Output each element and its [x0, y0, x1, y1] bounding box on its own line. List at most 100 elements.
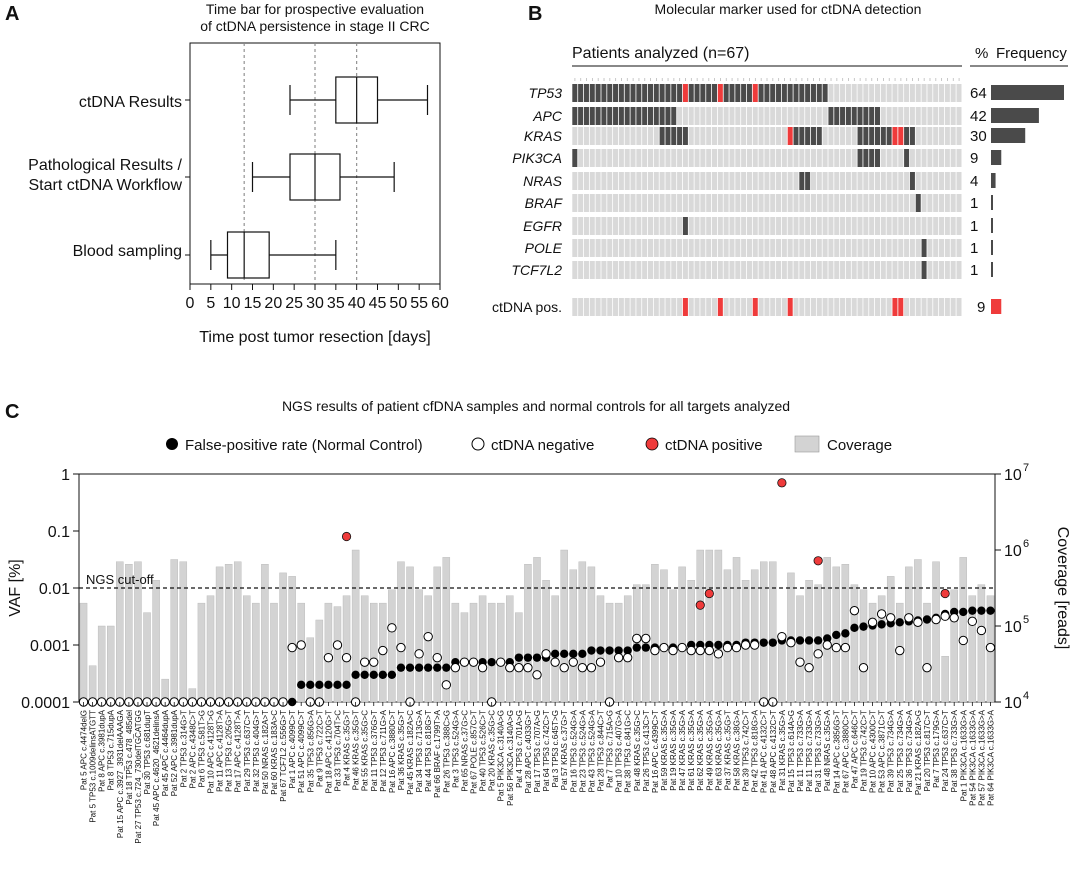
right-tick-exponent: 6	[1023, 538, 1029, 550]
cell-kras	[845, 127, 851, 145]
cell-braf	[572, 194, 578, 212]
cell-braf	[618, 194, 624, 212]
false-positive-point	[968, 606, 977, 615]
cell-apc	[583, 107, 589, 125]
cell-kras	[927, 127, 933, 145]
cell-braf	[921, 194, 927, 212]
ctdna-negative-point	[686, 645, 696, 656]
coverage-bar	[723, 569, 732, 703]
sample-label: Pat 16 TP53 c.524G>A	[569, 709, 578, 792]
cell-ctdna-pos	[770, 298, 776, 316]
cell-kras	[706, 127, 712, 145]
cell-tp53	[589, 84, 595, 102]
panel-b-gene-labels: TP53 APC KRAS PIK3CA NRAS BRAF EGFR POLE TCF7L2 c…	[492, 85, 563, 315]
sample-label: Pat 2 TP53 c.314G>T	[179, 710, 188, 788]
cell-nras	[921, 172, 927, 190]
cell-egfr	[776, 217, 782, 235]
cell-pole	[834, 239, 840, 257]
cell-tcf7l2	[601, 261, 607, 279]
ctdna-negative-point	[359, 657, 370, 667]
coverage-bar	[197, 602, 206, 703]
ctdna-negative-point	[813, 649, 823, 659]
cell-kras	[642, 127, 648, 145]
cell-tp53	[787, 84, 793, 102]
cell-tp53	[869, 84, 875, 102]
cell-kras	[863, 127, 869, 145]
ctdna-negative-point	[876, 609, 887, 619]
cell-braf	[933, 194, 939, 212]
panel-a-boxes	[210, 76, 429, 279]
cell-pole	[886, 239, 892, 257]
ctdna-negative-point	[749, 640, 760, 650]
cell-tcf7l2	[874, 261, 881, 279]
cell-tcf7l2	[682, 261, 688, 279]
cell-pole	[793, 239, 799, 257]
cell-ctdna-pos	[653, 298, 659, 316]
cell-tp53	[950, 84, 956, 102]
cell-tcf7l2	[665, 261, 671, 279]
sample-label: Pat 43 TP53 c.524G>A	[587, 709, 596, 792]
cell-pik3ca	[758, 149, 764, 167]
cell-tcf7l2	[642, 261, 648, 279]
ctdna-negative-point	[523, 662, 533, 673]
sample-label: Pat 58 KRAS c.38G>A	[733, 709, 742, 790]
cell-tp53	[636, 84, 642, 102]
cell-pik3ca	[642, 149, 648, 167]
cell-tp53	[583, 84, 589, 102]
false-positive-point	[342, 680, 351, 690]
cell-egfr	[764, 217, 770, 235]
cell-pik3ca	[712, 149, 718, 167]
cell-pole	[933, 239, 939, 257]
cell-tcf7l2	[746, 261, 752, 279]
false-positive-point	[986, 606, 995, 615]
panel-c-points	[78, 478, 996, 707]
cell-tcf7l2	[787, 261, 793, 279]
cell-tp53	[898, 84, 904, 102]
sample-label: Pat 45 APC c.4464dupA	[161, 709, 170, 796]
cell-apc	[834, 107, 840, 125]
cell-ctdna-pos	[799, 298, 805, 316]
cell-nras	[712, 172, 718, 190]
cell-tcf7l2	[776, 261, 782, 279]
ctdna-negative-point	[831, 642, 841, 653]
right-tick-base: 10	[1004, 695, 1022, 712]
cell-pik3ca	[863, 149, 869, 167]
cell-ctdna-pos	[950, 298, 956, 316]
cell-pole	[944, 239, 950, 257]
sample-label: Pat 52 APC c.3981dupA	[170, 709, 179, 796]
panel-a: Time bar for prospective evaluation of c…	[28, 1, 449, 346]
cell-ctdna-pos	[752, 298, 758, 316]
sample-label: Pat 42 TP53 c.818G>A	[751, 709, 760, 792]
cell-tp53	[880, 84, 886, 102]
cell-tcf7l2	[834, 261, 840, 279]
cell-tcf7l2	[892, 261, 898, 279]
cell-pik3ca	[717, 149, 723, 167]
ctdna-pos-label: ctDNA pos.	[492, 299, 562, 315]
cell-tcf7l2	[589, 261, 595, 279]
sample-label: Pat 17 APC c.4128T>A	[234, 709, 243, 792]
cell-braf	[764, 194, 770, 212]
ctdna-positive-point	[341, 531, 352, 542]
coverage-bar	[823, 557, 831, 703]
cell-nras	[572, 172, 578, 190]
cell-kras	[805, 127, 811, 145]
ctdna-negative-point	[341, 652, 352, 663]
cell-ctdna-pos	[781, 298, 787, 316]
cell-pole	[869, 239, 875, 257]
cell-nras	[892, 172, 898, 190]
cell-pik3ca	[880, 149, 886, 167]
cell-ctdna-pos	[816, 298, 822, 316]
cell-egfr	[787, 217, 793, 235]
cell-ctdna-pos	[944, 298, 950, 316]
cell-egfr	[840, 217, 846, 235]
sample-label: Pat 8 APC c.3981dupA	[98, 709, 107, 792]
ctdna-negative-point	[740, 640, 751, 650]
sample-label: Pat 21 KRAS c.182A>G	[914, 710, 923, 795]
cell-nras	[927, 172, 933, 190]
cell-pole	[956, 239, 962, 257]
sample-label: Pat 16 APC c.4399C>T	[651, 710, 660, 793]
cell-kras	[723, 127, 729, 145]
cell-braf	[746, 194, 752, 212]
ctdna-negative-point	[967, 616, 978, 627]
cell-egfr	[647, 217, 653, 235]
